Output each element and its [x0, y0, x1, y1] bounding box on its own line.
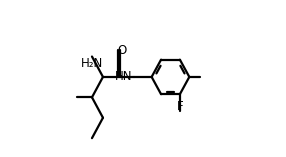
Text: HN: HN [115, 70, 133, 83]
Text: O: O [117, 44, 126, 57]
Text: F: F [176, 100, 183, 113]
Text: H₂N: H₂N [81, 57, 103, 70]
